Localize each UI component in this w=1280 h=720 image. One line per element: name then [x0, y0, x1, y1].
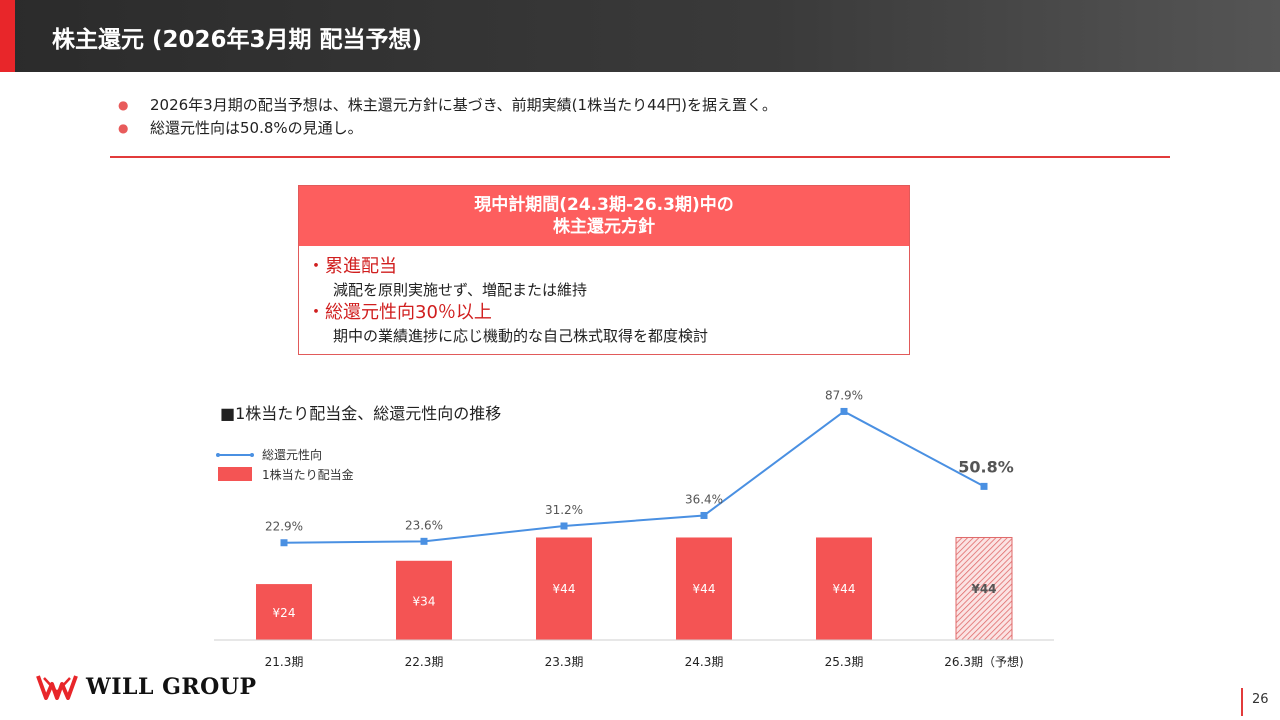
bar	[396, 560, 452, 640]
policy-heading-payout: ・総還元性向30％以上	[307, 302, 492, 323]
line-value-label: 31.2%	[545, 503, 583, 517]
page-title: 株主還元 (2026年3月期 配当予想)	[52, 27, 423, 53]
bar	[536, 537, 592, 640]
legend-label-dividend: 1株当たり配当金	[262, 467, 354, 482]
policy-title-line2: 株主還元方針	[553, 217, 655, 237]
policy-body: ・累進配当 減配を原則実施せず、増配または維持 ・総還元性向30％以上 期中の業…	[299, 246, 909, 348]
legend-line-dot	[216, 453, 220, 457]
header-accent	[0, 0, 15, 72]
company-logo: WILL GROUP	[36, 674, 257, 700]
legend-line-dot	[250, 453, 254, 457]
legend-label-payout: 総還元性向	[262, 447, 322, 462]
line-point	[980, 482, 988, 490]
line-point	[700, 511, 708, 519]
line-point	[280, 539, 288, 547]
x-tick-label: 23.3期	[545, 655, 584, 669]
chart-title: ■1株当たり配当金、総還元性向の推移	[220, 404, 502, 423]
policy-box: 現中計期間(24.3期-26.3期)中の 株主還元方針 ・累進配当 減配を原則実…	[298, 185, 910, 355]
line-value-label: 23.6%	[405, 518, 443, 532]
policy-title-line1: 現中計期間(24.3期-26.3期)中の	[474, 195, 734, 215]
page-number: 26	[1252, 692, 1269, 707]
bar	[676, 537, 732, 640]
bar-value-label: ¥44	[971, 582, 996, 596]
line-point	[420, 537, 428, 545]
x-tick-label: 22.3期	[405, 655, 444, 669]
header-bar: 株主還元 (2026年3月期 配当予想)	[0, 0, 1280, 72]
line-point	[560, 522, 568, 530]
bar	[256, 584, 312, 640]
bullet-dot-icon: ●	[118, 121, 129, 135]
bar-value-label: ¥34	[413, 594, 436, 608]
line-value-label: 36.4%	[685, 492, 723, 506]
x-tick-label: 24.3期	[685, 655, 724, 669]
bar-value-label: ¥44	[553, 582, 576, 596]
bullet-item: ● 総還元性向は50.8%の見通し。	[118, 117, 777, 140]
policy-header: 現中計期間(24.3期-26.3期)中の 株主還元方針	[299, 186, 909, 246]
will-group-mark-icon	[36, 675, 78, 700]
bullet-item: ● 2026年3月期の配当予想は、株主還元方針に基づき、前期実績(1株当たり44…	[118, 94, 777, 117]
line-value-label: 50.8%	[958, 457, 1014, 476]
bar-value-label: ¥44	[693, 582, 716, 596]
policy-detail-progressive: 減配を原則実施せず、増配または維持	[333, 281, 587, 299]
divider	[110, 156, 1170, 158]
payout-ratio-line	[283, 410, 985, 544]
x-tick-label: 25.3期	[825, 655, 864, 669]
bar-forecast	[955, 536, 1013, 641]
line-point	[840, 407, 848, 415]
bullet-text: 総還元性向は50.8%の見通し。	[150, 119, 363, 137]
logo-text: WILL GROUP	[86, 674, 257, 700]
bar-value-label: ¥24	[273, 606, 296, 620]
legend-bar-swatch	[218, 467, 252, 481]
x-tick-label: 21.3期	[265, 655, 304, 669]
policy-heading-progressive: ・累進配当	[307, 256, 397, 277]
summary-bullets: ● 2026年3月期の配当予想は、株主還元方針に基づき、前期実績(1株当たり44…	[118, 94, 777, 140]
bullet-text: 2026年3月期の配当予想は、株主還元方針に基づき、前期実績(1株当たり44円)…	[150, 96, 778, 114]
policy-detail-payout: 期中の業績進捗に応じ機動的な自己株式取得を都度検討	[333, 327, 709, 345]
bar	[816, 537, 872, 640]
bar-value-label: ¥44	[833, 582, 856, 596]
bullet-dot-icon: ●	[118, 98, 129, 112]
line-value-label: 22.9%	[265, 520, 303, 534]
page-number-bar	[1241, 688, 1243, 716]
line-value-label: 87.9%	[825, 388, 863, 402]
x-tick-label: 26.3期（予想)	[944, 654, 1023, 669]
